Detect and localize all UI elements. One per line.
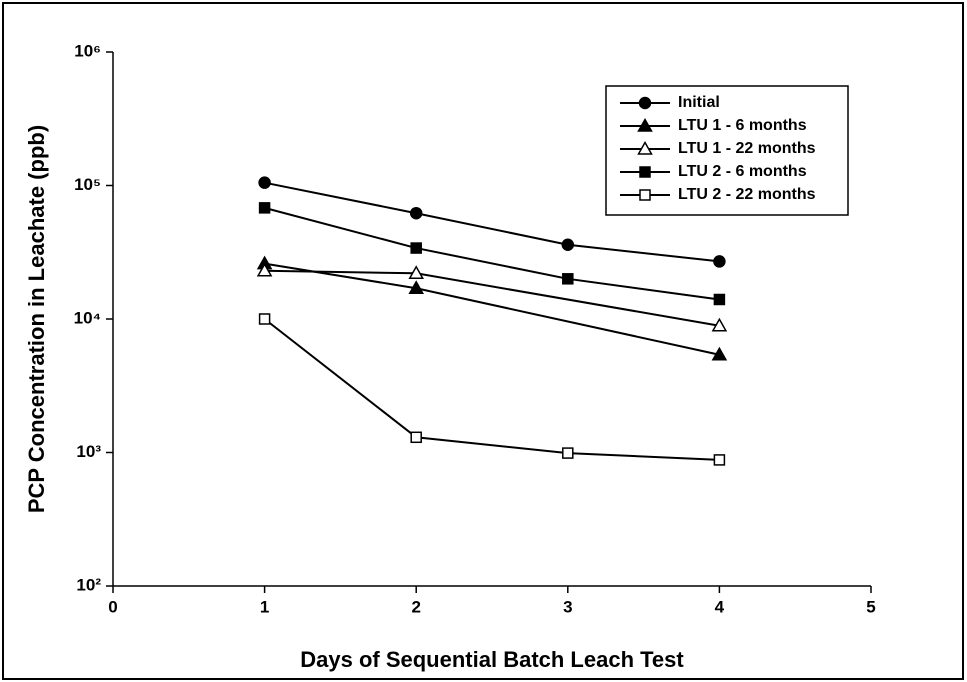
data-point <box>713 293 726 306</box>
data-point <box>256 262 273 277</box>
y-tick-label: 10³ <box>76 442 101 461</box>
data-point <box>408 265 424 280</box>
series-line <box>263 318 720 461</box>
data-point <box>258 202 271 214</box>
legend-label: LTU 2 - 6 months <box>678 163 807 180</box>
x-tick-label: 3 <box>563 597 572 616</box>
data-point <box>258 313 271 325</box>
legend-marker <box>637 140 653 155</box>
data-point <box>711 317 728 332</box>
data-point <box>713 454 726 466</box>
legend-marker <box>639 166 651 178</box>
legend-label: LTU 1 - 6 months <box>678 117 807 134</box>
data-point <box>711 346 728 361</box>
legend-label: LTU 1 - 22 months <box>678 140 816 157</box>
data-point <box>258 176 271 189</box>
data-point <box>410 242 422 254</box>
legend-marker <box>637 117 653 132</box>
legend-label: LTU 2 - 22 months <box>678 186 816 203</box>
series-line <box>264 206 720 301</box>
data-point <box>562 447 574 459</box>
data-point <box>409 206 423 220</box>
legend-marker <box>639 189 651 201</box>
y-tick-label: 10² <box>76 575 101 594</box>
y-tick-label: 10⁴ <box>74 308 101 327</box>
x-axis-label: Days of Sequential Batch Leach Test <box>300 647 684 672</box>
legend-marker <box>638 96 652 110</box>
x-tick-label: 1 <box>260 597 269 616</box>
y-tick-label: 10⁵ <box>74 175 101 194</box>
y-tick-label: 10⁶ <box>74 41 101 60</box>
x-tick-label: 2 <box>411 597 420 616</box>
data-point <box>408 280 424 294</box>
y-axis-label: PCP Concentration in Leachate (ppb) <box>24 125 49 513</box>
legend-label: Initial <box>678 94 720 111</box>
series-line <box>264 181 720 263</box>
x-tick-label: 4 <box>715 597 725 616</box>
x-tick-label: 0 <box>108 597 117 616</box>
data-point <box>561 238 575 251</box>
x-tick-label: 5 <box>866 597 875 616</box>
data-point <box>713 255 726 268</box>
data-point <box>562 273 574 285</box>
data-point <box>410 431 422 444</box>
